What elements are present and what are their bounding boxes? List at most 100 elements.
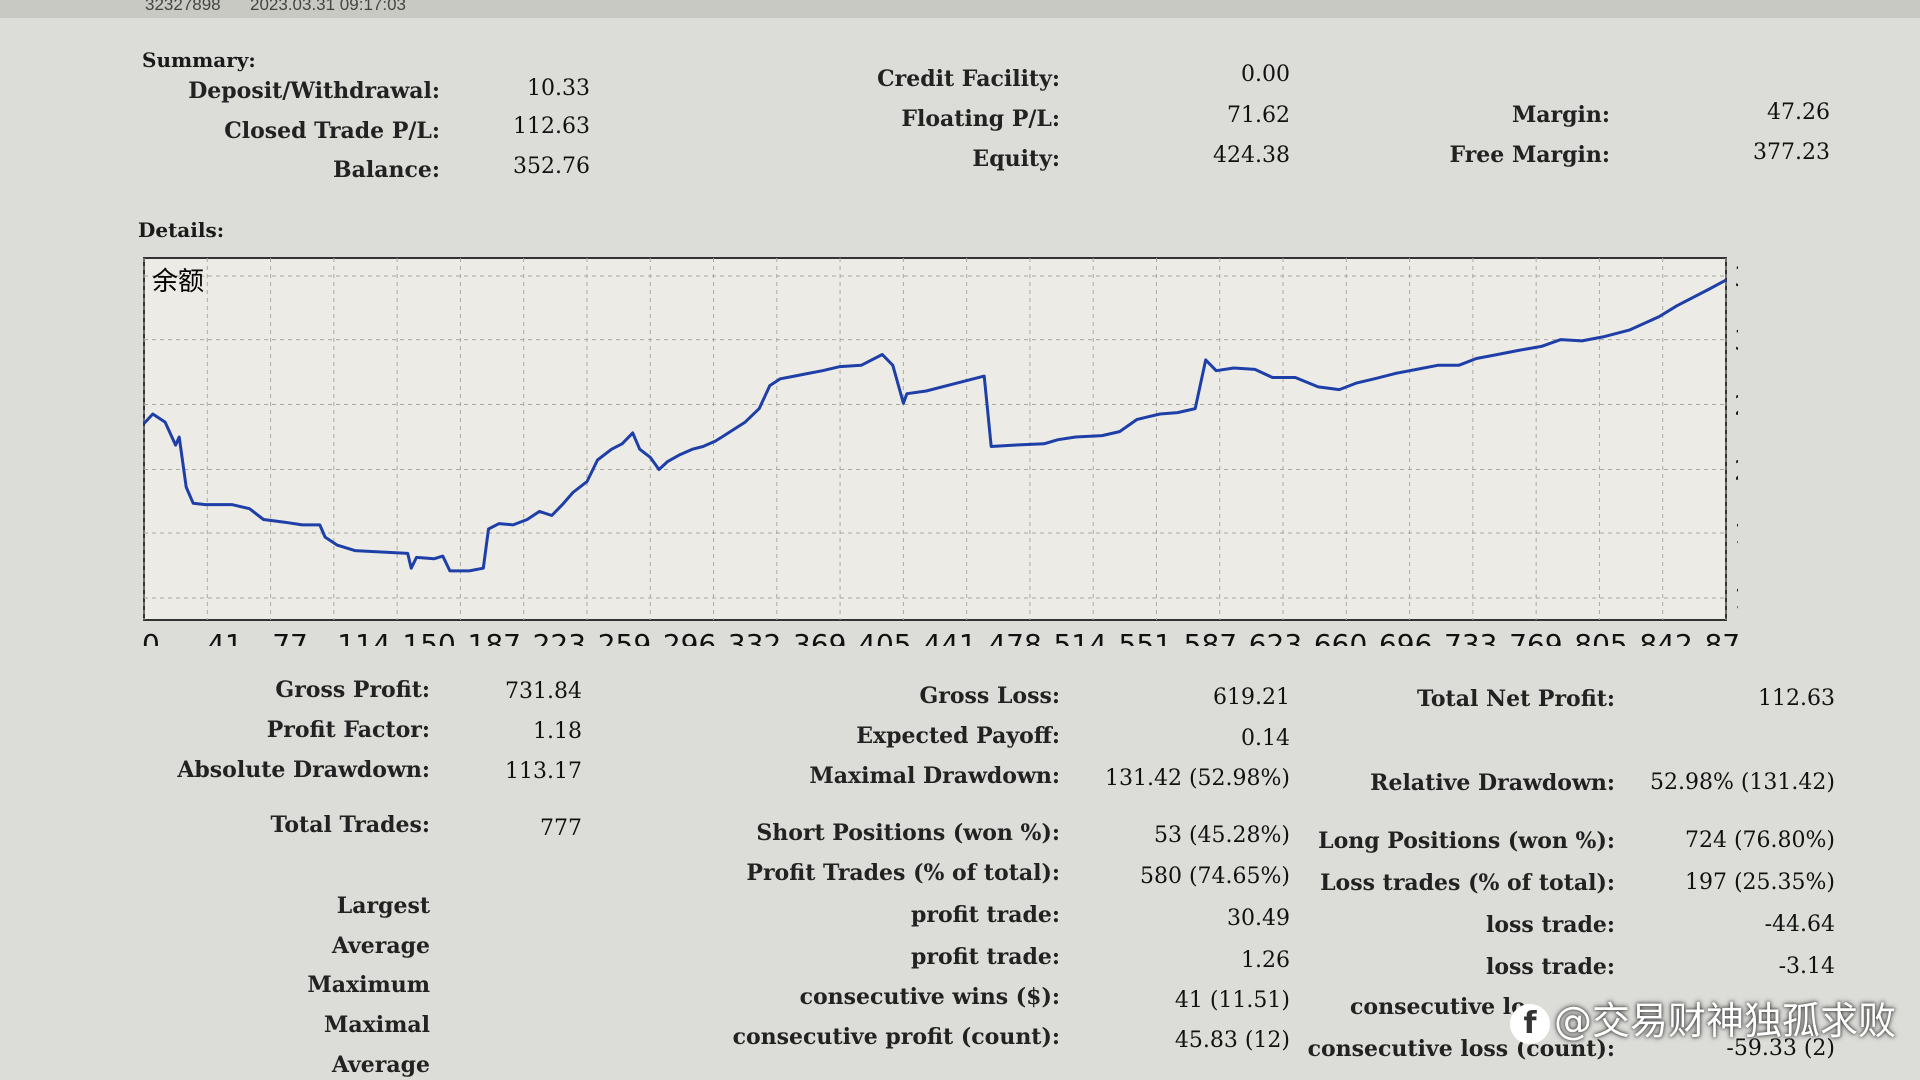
x-tick-label: 259 bbox=[598, 628, 651, 646]
x-tick-label: 878 bbox=[1704, 628, 1738, 646]
plot-area bbox=[143, 257, 1727, 621]
floating-pl-label: Floating P/L: bbox=[901, 106, 1060, 132]
x-tick-label: 769 bbox=[1509, 628, 1562, 646]
maximal-consecutive-profit-value: 45.83 (12) bbox=[1174, 1028, 1290, 1053]
closed-pl-label: Closed Trade P/L: bbox=[224, 118, 440, 144]
margin-label: Margin: bbox=[1511, 102, 1610, 128]
max-consecutive-losses-label: consecutive lo bbox=[1350, 994, 1526, 1020]
gross-loss-value: 619.21 bbox=[1213, 685, 1290, 710]
profit-factor-label: Profit Factor: bbox=[266, 717, 430, 743]
maximal-drawdown-label: Maximal Drawdown: bbox=[809, 763, 1060, 789]
profit-trades-label: Profit Trades (% of total): bbox=[746, 860, 1060, 886]
maximal-consecutive-loss-value: -59.33 (2) bbox=[1726, 1036, 1835, 1061]
brand-logo-icon: f bbox=[1510, 1003, 1550, 1044]
expected-payoff-value: 0.14 bbox=[1241, 726, 1290, 751]
watermark: f @交易财神独孤求败 bbox=[1510, 990, 1896, 1046]
x-tick-label: 587 bbox=[1184, 628, 1237, 646]
total-trades-label: Total Trades: bbox=[270, 812, 430, 838]
long-positions-label: Long Positions (won %): bbox=[1318, 828, 1615, 854]
floating-pl-value: 71.62 bbox=[1227, 103, 1290, 128]
total-net-profit-label: Total Net Profit: bbox=[1417, 686, 1615, 712]
summary-heading: Summary: bbox=[142, 48, 256, 72]
equity-value: 424.38 bbox=[1213, 143, 1290, 168]
balance-value: 352.76 bbox=[513, 154, 590, 179]
average-label: Average bbox=[331, 933, 430, 959]
gross-profit-value: 731.84 bbox=[505, 679, 582, 704]
credit-label: Credit Facility: bbox=[877, 66, 1060, 92]
x-tick-label: 332 bbox=[728, 628, 781, 646]
x-tick-label: 77 bbox=[272, 628, 308, 646]
maximal-drawdown-value: 131.42 (52.98%) bbox=[1104, 766, 1290, 791]
long-positions-value: 724 (76.80%) bbox=[1684, 828, 1835, 853]
loss-trades-value: 197 (25.35%) bbox=[1684, 870, 1835, 895]
absolute-drawdown-value: 113.17 bbox=[505, 759, 582, 784]
balance-label: Balance: bbox=[333, 157, 440, 183]
average2-label: Average bbox=[331, 1052, 430, 1078]
deposit-label: Deposit/Withdrawal: bbox=[188, 78, 440, 104]
max-consecutive-wins-label: consecutive wins ($): bbox=[799, 984, 1060, 1010]
expected-payoff-label: Expected Payoff: bbox=[856, 723, 1060, 749]
balance-chart: 350 303 255 207 160 112 0 41 77 114 150 187 223 259 29… bbox=[138, 246, 1738, 646]
deposit-value: 10.33 bbox=[527, 76, 590, 101]
y-tick-label: 350 bbox=[1734, 260, 1738, 293]
credit-value: 0.00 bbox=[1241, 62, 1290, 87]
short-positions-label: Short Positions (won %): bbox=[756, 820, 1060, 846]
x-tick-label: 842 bbox=[1639, 628, 1692, 646]
total-net-profit-value: 112.63 bbox=[1758, 686, 1835, 711]
average-profit-trade-value: 1.26 bbox=[1241, 948, 1290, 973]
y-tick-label: 255 bbox=[1734, 389, 1738, 422]
maximal-consecutive-profit-label: consecutive profit (count): bbox=[732, 1024, 1060, 1050]
total-trades-value: 777 bbox=[540, 816, 582, 841]
largest-loss-trade-label: loss trade: bbox=[1486, 912, 1615, 938]
absolute-drawdown-label: Absolute Drawdown: bbox=[177, 757, 430, 783]
details-heading: Details: bbox=[138, 218, 225, 242]
x-tick-label: 441 bbox=[923, 628, 976, 646]
x-tick-label: 405 bbox=[858, 628, 911, 646]
x-tick-label: 369 bbox=[793, 628, 846, 646]
balance-line bbox=[142, 278, 1727, 573]
x-tick-label: 0 bbox=[142, 628, 160, 646]
y-tick-label: 303 bbox=[1734, 324, 1738, 357]
watermark-text: @交易财神独孤求败 bbox=[1554, 999, 1897, 1043]
max-consecutive-wins-value: 41 (11.51) bbox=[1174, 988, 1290, 1013]
maximal-consecutive-loss-label: consecutive loss (count): bbox=[1307, 1036, 1615, 1062]
average-loss-trade-label: loss trade: bbox=[1486, 954, 1615, 980]
x-tick-label: 696 bbox=[1379, 628, 1432, 646]
free-margin-value: 377.23 bbox=[1753, 140, 1830, 165]
free-margin-label: Free Margin: bbox=[1449, 142, 1610, 168]
account-number: 32327898 bbox=[145, 0, 221, 14]
average-loss-trade-value: -3.14 bbox=[1778, 954, 1835, 979]
maximum-label: Maximum bbox=[307, 972, 430, 998]
x-tick-label: 805 bbox=[1574, 628, 1627, 646]
x-tick-label: 733 bbox=[1444, 628, 1497, 646]
relative-drawdown-label: Relative Drawdown: bbox=[1370, 770, 1615, 796]
closed-pl-value: 112.63 bbox=[513, 114, 590, 139]
x-tick-label: 223 bbox=[533, 628, 586, 646]
y-tick-label: 160 bbox=[1734, 517, 1738, 550]
margin-value: 47.26 bbox=[1767, 100, 1830, 125]
largest-profit-trade-value: 30.49 bbox=[1227, 906, 1290, 931]
x-tick-label: 296 bbox=[663, 628, 716, 646]
y-tick-label: 112 bbox=[1734, 582, 1738, 615]
short-positions-value: 53 (45.28%) bbox=[1153, 823, 1290, 848]
x-tick-label: 514 bbox=[1053, 628, 1106, 646]
x-tick-label: 623 bbox=[1249, 628, 1302, 646]
x-tick-label: 478 bbox=[988, 628, 1041, 646]
chart-title: 余额 bbox=[152, 267, 204, 297]
report-datetime: 2023.03.31 09:17:03 bbox=[250, 0, 406, 14]
top-bar: 32327898 2023.03.31 09:17:03 bbox=[0, 0, 1920, 18]
x-tick-label: 660 bbox=[1314, 628, 1367, 646]
equity-label: Equity: bbox=[972, 146, 1060, 172]
average-profit-trade-label: profit trade: bbox=[911, 944, 1060, 970]
profit-trades-value: 580 (74.65%) bbox=[1139, 864, 1290, 889]
x-tick-label: 187 bbox=[468, 628, 521, 646]
largest-loss-trade-value: -44.64 bbox=[1764, 912, 1835, 937]
relative-drawdown-value: 52.98% (131.42) bbox=[1649, 770, 1835, 795]
x-tick-label: 114 bbox=[337, 628, 390, 646]
loss-trades-label: Loss trades (% of total): bbox=[1320, 870, 1615, 896]
gross-loss-label: Gross Loss: bbox=[919, 683, 1060, 709]
x-tick-label: 551 bbox=[1119, 628, 1172, 646]
maximal-label: Maximal bbox=[324, 1012, 430, 1038]
largest-profit-trade-label: profit trade: bbox=[911, 902, 1060, 928]
x-tick-label: 41 bbox=[207, 628, 243, 646]
